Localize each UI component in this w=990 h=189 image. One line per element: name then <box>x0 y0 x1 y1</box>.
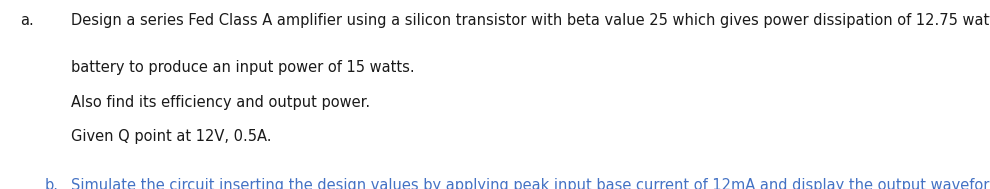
Text: Given Q point at 12V, 0.5A.: Given Q point at 12V, 0.5A. <box>71 129 272 143</box>
Text: Design a series Fed Class A amplifier using a silicon transistor with beta value: Design a series Fed Class A amplifier us… <box>71 13 990 28</box>
Text: Also find its efficiency and output power.: Also find its efficiency and output powe… <box>71 94 370 109</box>
Text: a.: a. <box>20 13 34 28</box>
Text: b.: b. <box>45 178 58 189</box>
Text: battery to produce an input power of 15 watts.: battery to produce an input power of 15 … <box>71 60 415 75</box>
Text: Simulate the circuit inserting the design values by applying peak input base cur: Simulate the circuit inserting the desig… <box>71 178 990 189</box>
